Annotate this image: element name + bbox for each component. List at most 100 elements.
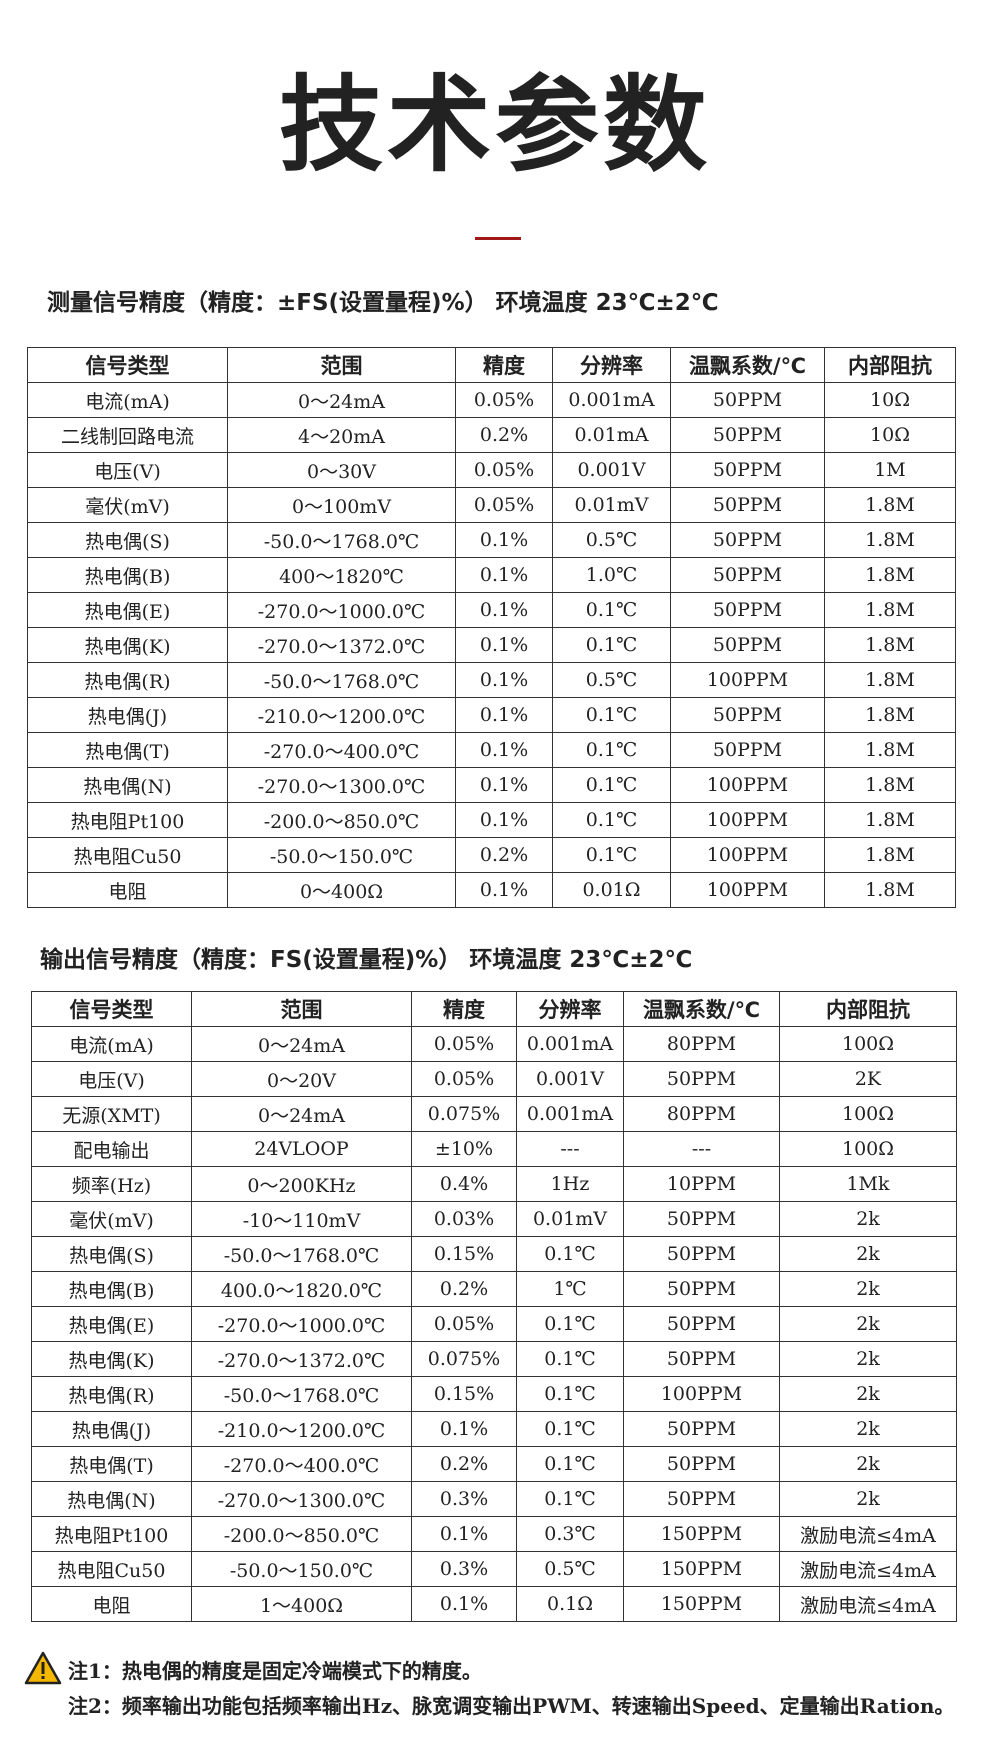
table-row: 热电偶(S) -50.0～1768.0℃ 0.15% 0.1℃ 50PPM 2k [31, 1236, 957, 1272]
table-cell: -50.0～1768.0℃ [227, 522, 456, 558]
table-cell: 1.8M [824, 522, 956, 558]
table-cell: -50.0～150.0℃ [191, 1551, 412, 1587]
table-cell: 1.8M [824, 872, 956, 908]
table-row: 频率(Hz) 0～200KHz 0.4% 1Hz 10PPM 1Mk [31, 1166, 957, 1202]
table-cell: 2k [779, 1411, 957, 1447]
table-cell: 0.2% [411, 1446, 517, 1482]
table-cell: 50PPM [623, 1411, 780, 1447]
table-cell: 0.1℃ [552, 732, 671, 768]
table-row: 热电阻Pt100 -200.0～850.0℃ 0.1% 0.3℃ 150PPM 激励电流≤… [31, 1516, 957, 1552]
column-header: 温飘系数/℃ [623, 991, 780, 1027]
table-cell: 电阻 [31, 1586, 192, 1622]
spec-table: 信号类型 范围 精度 分辨率 温飘系数/℃ 内部阻抗 电流(mA) 0～24mA 0.05% 0.… [31, 991, 957, 1622]
table-cell: 0.1℃ [552, 697, 671, 733]
table-cell: -270.0～1372.0℃ [227, 627, 456, 663]
table-row: 配电输出 24VLOOP ±10% --- --- 100Ω [31, 1131, 957, 1167]
column-header: 精度 [455, 347, 553, 383]
table-cell: -270.0～400.0℃ [227, 732, 456, 768]
table-row: 电流(mA) 0～24mA 0.05% 0.001mA 50PPM 10Ω [27, 382, 956, 418]
table-cell: -200.0～850.0℃ [227, 802, 456, 838]
table-cell: 激励电流≤4mA [779, 1551, 957, 1587]
table-cell: 毫伏(mV) [27, 487, 228, 523]
note: 注2：频率输出功能包括频率输出Hz、脉宽调变输出PWM、转速输出Speed、定量… [68, 1694, 955, 1718]
table-cell: 2k [779, 1376, 957, 1412]
table-row: 电阻 0～400Ω 0.1% 0.01Ω 100PPM 1.8M [27, 872, 956, 908]
table-cell: 50PPM [670, 487, 825, 523]
table-cell: 50PPM [623, 1446, 780, 1482]
table-cell: 2k [779, 1236, 957, 1272]
table-cell: 1.8M [824, 837, 956, 873]
warning-icon [24, 1651, 62, 1685]
table-cell: 0.05% [411, 1306, 517, 1342]
table-cell: 150PPM [623, 1516, 780, 1552]
table-cell: 0.1℃ [516, 1411, 624, 1447]
table-row: 热电偶(R) -50.0～1768.0℃ 0.1% 0.5℃ 100PPM 1.8M [27, 662, 956, 698]
table-cell: 0.075% [411, 1341, 517, 1377]
table-cell: 0.03% [411, 1201, 517, 1237]
table-cell: 热电偶(T) [31, 1446, 192, 1482]
table-cell: 0.2% [455, 837, 553, 873]
table-cell: 400～1820℃ [227, 557, 456, 593]
table-cell: 电压(V) [27, 452, 228, 488]
table-row: 热电偶(J) -210.0～1200.0℃ 0.1% 0.1℃ 50PPM 2k [31, 1411, 957, 1447]
table-cell: 0.1% [411, 1516, 517, 1552]
table-cell: 0.1% [411, 1586, 517, 1622]
table-cell: 100PPM [670, 662, 825, 698]
table-cell: 100PPM [670, 802, 825, 838]
table-cell: 0.4% [411, 1166, 517, 1202]
table-row: 热电阻Pt100 -200.0～850.0℃ 0.1% 0.1℃ 100PPM 1.8M [27, 802, 956, 838]
table-cell: 1.8M [824, 557, 956, 593]
table-cell: 50PPM [670, 697, 825, 733]
table-cell: 50PPM [623, 1306, 780, 1342]
table-cell: 热电偶(K) [31, 1341, 192, 1377]
table-row: 电流(mA) 0～24mA 0.05% 0.001mA 80PPM 100Ω [31, 1026, 957, 1062]
title-underline [475, 237, 521, 240]
header-row: 信号类型 范围 精度 分辨率 温飘系数/℃ 内部阻抗 [27, 347, 956, 383]
table-cell: 频率(Hz) [31, 1166, 192, 1202]
table-row: 毫伏(mV) 0～100mV 0.05% 0.01mV 50PPM 1.8M [27, 487, 956, 523]
table-cell: 10PPM [623, 1166, 780, 1202]
table-cell: 10Ω [824, 417, 956, 453]
table-cell: -270.0～400.0℃ [191, 1446, 412, 1482]
table-cell: 1℃ [516, 1271, 624, 1307]
table-cell: 0.075% [411, 1096, 517, 1132]
table-cell: 0.01mV [552, 487, 671, 523]
table-cell: 50PPM [670, 557, 825, 593]
table-cell: 50PPM [623, 1236, 780, 1272]
table-cell: 0.1% [455, 767, 553, 803]
table-cell: 1.8M [824, 767, 956, 803]
table-cell: -50.0～1768.0℃ [191, 1376, 412, 1412]
column-header: 信号类型 [31, 991, 192, 1027]
table-cell: 热电偶(T) [27, 732, 228, 768]
table-cell: -270.0～1000.0℃ [191, 1306, 412, 1342]
table-cell: 0～400Ω [227, 872, 456, 908]
table-cell: 100PPM [670, 837, 825, 873]
table-row: 毫伏(mV) -10～110mV 0.03% 0.01mV 50PPM 2k [31, 1201, 957, 1237]
table-cell: 热电偶(S) [27, 522, 228, 558]
table-cell: -270.0～1300.0℃ [191, 1481, 412, 1517]
table-cell: 0.05% [411, 1061, 517, 1097]
table-cell: 0.2% [455, 417, 553, 453]
table-cell: 二线制回路电流 [27, 417, 228, 453]
table-cell: 0.15% [411, 1376, 517, 1412]
table-row: 热电偶(T) -270.0～400.0℃ 0.2% 0.1℃ 50PPM 2k [31, 1446, 957, 1482]
table-row: 热电偶(N) -270.0～1300.0℃ 0.1% 0.1℃ 100PPM 1.8M [27, 767, 956, 803]
table-cell: 2k [779, 1271, 957, 1307]
table-cell: 0.01mV [516, 1201, 624, 1237]
table-cell: 0.5℃ [516, 1551, 624, 1587]
table-cell: -270.0～1000.0℃ [227, 592, 456, 628]
table-cell: 0.1% [455, 627, 553, 663]
table-cell: 0～100mV [227, 487, 456, 523]
table-cell: 1Hz [516, 1166, 624, 1202]
table-cell: 0.5℃ [552, 662, 671, 698]
spec-table: 信号类型 范围 精度 分辨率 温飘系数/℃ 内部阻抗 电流(mA) 0～24mA 0.05% 0.… [27, 347, 956, 908]
table-cell: 毫伏(mV) [31, 1201, 192, 1237]
table-cell: 150PPM [623, 1586, 780, 1622]
table-row: 热电偶(B) 400.0～1820.0℃ 0.2% 1℃ 50PPM 2k [31, 1271, 957, 1307]
table-cell: -10～110mV [191, 1201, 412, 1237]
table-cell: --- [623, 1131, 780, 1167]
table-cell: ±10% [411, 1131, 517, 1167]
header-row: 信号类型 范围 精度 分辨率 温飘系数/℃ 内部阻抗 [31, 991, 957, 1027]
table-cell: 0.1% [411, 1411, 517, 1447]
